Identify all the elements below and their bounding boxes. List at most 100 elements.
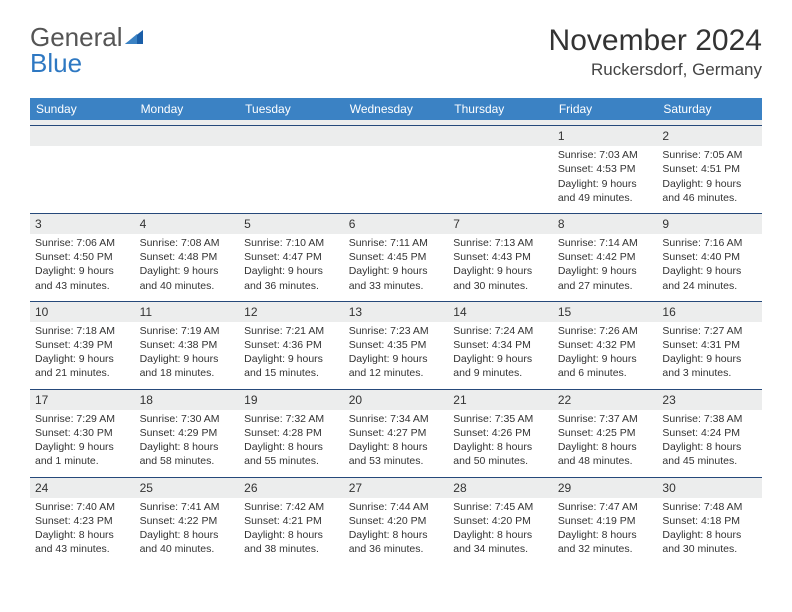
sunrise-line: Sunrise: 7:29 AM <box>35 412 130 426</box>
day-number: 7 <box>448 214 553 234</box>
day-body: Sunrise: 7:26 AMSunset: 4:32 PMDaylight:… <box>553 322 658 389</box>
day-body: Sunrise: 7:13 AMSunset: 4:43 PMDaylight:… <box>448 234 553 301</box>
sunset-line: Sunset: 4:22 PM <box>140 514 235 528</box>
day-cell <box>30 126 135 213</box>
day-number-empty <box>135 126 240 146</box>
sunrise-line: Sunrise: 7:16 AM <box>662 236 757 250</box>
sunrise-line: Sunrise: 7:34 AM <box>349 412 444 426</box>
day-cell: 29Sunrise: 7:47 AMSunset: 4:19 PMDayligh… <box>553 478 658 565</box>
day-cell: 10Sunrise: 7:18 AMSunset: 4:39 PMDayligh… <box>30 302 135 389</box>
sunset-line: Sunset: 4:43 PM <box>453 250 548 264</box>
day-number: 21 <box>448 390 553 410</box>
daylight-line: Daylight: 8 hours and 30 minutes. <box>662 528 757 556</box>
week-row: 17Sunrise: 7:29 AMSunset: 4:30 PMDayligh… <box>30 389 762 477</box>
day-cell: 12Sunrise: 7:21 AMSunset: 4:36 PMDayligh… <box>239 302 344 389</box>
dow-friday: Friday <box>553 98 658 120</box>
daylight-line: Daylight: 9 hours and 9 minutes. <box>453 352 548 380</box>
sunset-line: Sunset: 4:28 PM <box>244 426 339 440</box>
daylight-line: Daylight: 8 hours and 50 minutes. <box>453 440 548 468</box>
sunset-line: Sunset: 4:18 PM <box>662 514 757 528</box>
day-body: Sunrise: 7:19 AMSunset: 4:38 PMDaylight:… <box>135 322 240 389</box>
sunset-line: Sunset: 4:42 PM <box>558 250 653 264</box>
sunrise-line: Sunrise: 7:26 AM <box>558 324 653 338</box>
logo-text: General Blue <box>30 24 147 76</box>
daylight-line: Daylight: 9 hours and 27 minutes. <box>558 264 653 292</box>
sunrise-line: Sunrise: 7:35 AM <box>453 412 548 426</box>
day-cell: 24Sunrise: 7:40 AMSunset: 4:23 PMDayligh… <box>30 478 135 565</box>
day-body: Sunrise: 7:32 AMSunset: 4:28 PMDaylight:… <box>239 410 344 477</box>
sunrise-line: Sunrise: 7:48 AM <box>662 500 757 514</box>
day-number: 22 <box>553 390 658 410</box>
sunrise-line: Sunrise: 7:14 AM <box>558 236 653 250</box>
sunrise-line: Sunrise: 7:11 AM <box>349 236 444 250</box>
sunrise-line: Sunrise: 7:30 AM <box>140 412 235 426</box>
day-cell: 3Sunrise: 7:06 AMSunset: 4:50 PMDaylight… <box>30 214 135 301</box>
day-number: 16 <box>657 302 762 322</box>
sunrise-line: Sunrise: 7:13 AM <box>453 236 548 250</box>
day-cell <box>239 126 344 213</box>
day-body: Sunrise: 7:35 AMSunset: 4:26 PMDaylight:… <box>448 410 553 477</box>
sunset-line: Sunset: 4:35 PM <box>349 338 444 352</box>
day-body: Sunrise: 7:14 AMSunset: 4:42 PMDaylight:… <box>553 234 658 301</box>
day-number: 26 <box>239 478 344 498</box>
daylight-line: Daylight: 9 hours and 30 minutes. <box>453 264 548 292</box>
day-body: Sunrise: 7:48 AMSunset: 4:18 PMDaylight:… <box>657 498 762 565</box>
day-number: 19 <box>239 390 344 410</box>
daylight-line: Daylight: 9 hours and 40 minutes. <box>140 264 235 292</box>
sunset-line: Sunset: 4:36 PM <box>244 338 339 352</box>
day-number: 23 <box>657 390 762 410</box>
dow-thursday: Thursday <box>448 98 553 120</box>
week-row: 10Sunrise: 7:18 AMSunset: 4:39 PMDayligh… <box>30 301 762 389</box>
day-number: 1 <box>553 126 658 146</box>
sunrise-line: Sunrise: 7:10 AM <box>244 236 339 250</box>
day-body: Sunrise: 7:34 AMSunset: 4:27 PMDaylight:… <box>344 410 449 477</box>
day-number: 25 <box>135 478 240 498</box>
day-body: Sunrise: 7:45 AMSunset: 4:20 PMDaylight:… <box>448 498 553 565</box>
dow-sunday: Sunday <box>30 98 135 120</box>
sunrise-line: Sunrise: 7:32 AM <box>244 412 339 426</box>
day-cell: 22Sunrise: 7:37 AMSunset: 4:25 PMDayligh… <box>553 390 658 477</box>
sunset-line: Sunset: 4:45 PM <box>349 250 444 264</box>
day-body: Sunrise: 7:24 AMSunset: 4:34 PMDaylight:… <box>448 322 553 389</box>
daylight-line: Daylight: 8 hours and 53 minutes. <box>349 440 444 468</box>
day-cell: 6Sunrise: 7:11 AMSunset: 4:45 PMDaylight… <box>344 214 449 301</box>
sunrise-line: Sunrise: 7:21 AM <box>244 324 339 338</box>
daylight-line: Daylight: 9 hours and 36 minutes. <box>244 264 339 292</box>
sunrise-line: Sunrise: 7:19 AM <box>140 324 235 338</box>
sunset-line: Sunset: 4:48 PM <box>140 250 235 264</box>
logo-part2: Blue <box>30 48 82 78</box>
day-number: 6 <box>344 214 449 234</box>
day-body: Sunrise: 7:21 AMSunset: 4:36 PMDaylight:… <box>239 322 344 389</box>
day-number: 5 <box>239 214 344 234</box>
sunset-line: Sunset: 4:40 PM <box>662 250 757 264</box>
sunset-line: Sunset: 4:19 PM <box>558 514 653 528</box>
daylight-line: Daylight: 8 hours and 43 minutes. <box>35 528 130 556</box>
sunrise-line: Sunrise: 7:37 AM <box>558 412 653 426</box>
dow-monday: Monday <box>135 98 240 120</box>
daylight-line: Daylight: 8 hours and 45 minutes. <box>662 440 757 468</box>
daylight-line: Daylight: 8 hours and 38 minutes. <box>244 528 339 556</box>
calendar: Sunday Monday Tuesday Wednesday Thursday… <box>30 98 762 564</box>
day-cell: 30Sunrise: 7:48 AMSunset: 4:18 PMDayligh… <box>657 478 762 565</box>
day-cell: 19Sunrise: 7:32 AMSunset: 4:28 PMDayligh… <box>239 390 344 477</box>
day-cell: 20Sunrise: 7:34 AMSunset: 4:27 PMDayligh… <box>344 390 449 477</box>
daylight-line: Daylight: 9 hours and 49 minutes. <box>558 177 653 205</box>
sunrise-line: Sunrise: 7:42 AM <box>244 500 339 514</box>
sunset-line: Sunset: 4:39 PM <box>35 338 130 352</box>
day-body: Sunrise: 7:11 AMSunset: 4:45 PMDaylight:… <box>344 234 449 301</box>
day-cell: 2Sunrise: 7:05 AMSunset: 4:51 PMDaylight… <box>657 126 762 213</box>
day-number: 29 <box>553 478 658 498</box>
sunset-line: Sunset: 4:20 PM <box>349 514 444 528</box>
page-subtitle: Ruckersdorf, Germany <box>549 60 762 80</box>
sunset-line: Sunset: 4:38 PM <box>140 338 235 352</box>
daylight-line: Daylight: 9 hours and 12 minutes. <box>349 352 444 380</box>
day-body: Sunrise: 7:23 AMSunset: 4:35 PMDaylight:… <box>344 322 449 389</box>
day-body: Sunrise: 7:30 AMSunset: 4:29 PMDaylight:… <box>135 410 240 477</box>
daylight-line: Daylight: 9 hours and 1 minute. <box>35 440 130 468</box>
day-number: 11 <box>135 302 240 322</box>
daylight-line: Daylight: 9 hours and 24 minutes. <box>662 264 757 292</box>
day-body: Sunrise: 7:06 AMSunset: 4:50 PMDaylight:… <box>30 234 135 301</box>
day-cell: 5Sunrise: 7:10 AMSunset: 4:47 PMDaylight… <box>239 214 344 301</box>
sunrise-line: Sunrise: 7:03 AM <box>558 148 653 162</box>
day-number: 3 <box>30 214 135 234</box>
